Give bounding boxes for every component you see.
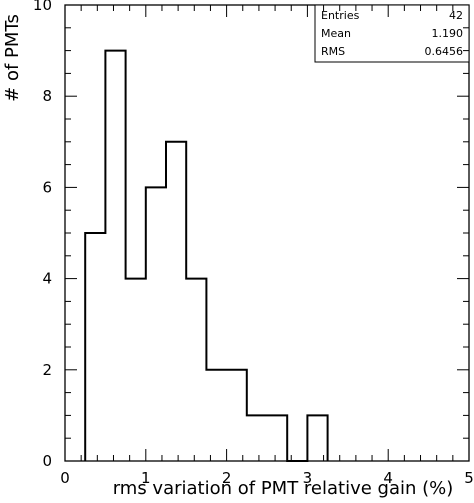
y-tick-label: 6 xyxy=(42,178,52,196)
y-tick-label: 2 xyxy=(42,361,52,379)
histogram-bin xyxy=(105,51,125,461)
histogram-bin xyxy=(85,233,105,461)
stats-mean-label: Mean xyxy=(321,27,351,40)
x-tick-label: 4 xyxy=(383,469,393,487)
histogram-bin xyxy=(267,415,287,461)
stats-box-border xyxy=(314,4,470,63)
stats-box: Entries 42 Mean 1.190 RMS 0.6456 xyxy=(314,4,470,63)
x-tick-label: 0 xyxy=(60,469,70,487)
y-tick-label: 8 xyxy=(42,87,52,105)
histogram-outline xyxy=(84,49,329,462)
histogram-bin xyxy=(186,279,206,461)
histogram-bin xyxy=(126,279,146,461)
histogram-bin xyxy=(307,415,327,461)
x-tick-label: 2 xyxy=(222,469,232,487)
stats-rms-label: RMS xyxy=(321,45,345,58)
y-tick-label: 4 xyxy=(42,270,52,288)
stats-rms-value: 0.6456 xyxy=(425,45,464,58)
stats-entries-label: Entries xyxy=(321,9,360,22)
histogram-bin xyxy=(146,187,166,461)
histogram-bins xyxy=(85,51,327,461)
y-axis-title: # of PMTs xyxy=(2,14,23,102)
x-tick-label: 3 xyxy=(303,469,313,487)
histogram-bin xyxy=(227,370,247,461)
y-tick-label: 10 xyxy=(33,0,52,14)
y-tick-label: 0 xyxy=(42,452,52,470)
histogram-bin xyxy=(206,370,226,461)
x-tick-label: 5 xyxy=(464,469,474,487)
stats-mean-value: 1.190 xyxy=(432,27,464,40)
stats-entries-value: 42 xyxy=(449,9,463,22)
axis-ticks: 0 1 2 3 4 5 0 2 4 6 8 10 xyxy=(33,0,474,487)
histogram-bin xyxy=(247,415,267,461)
x-tick-label: 1 xyxy=(141,469,151,487)
histogram-bin xyxy=(166,142,186,461)
x-axis-title: rms variation of PMT relative gain (%) xyxy=(113,478,454,499)
